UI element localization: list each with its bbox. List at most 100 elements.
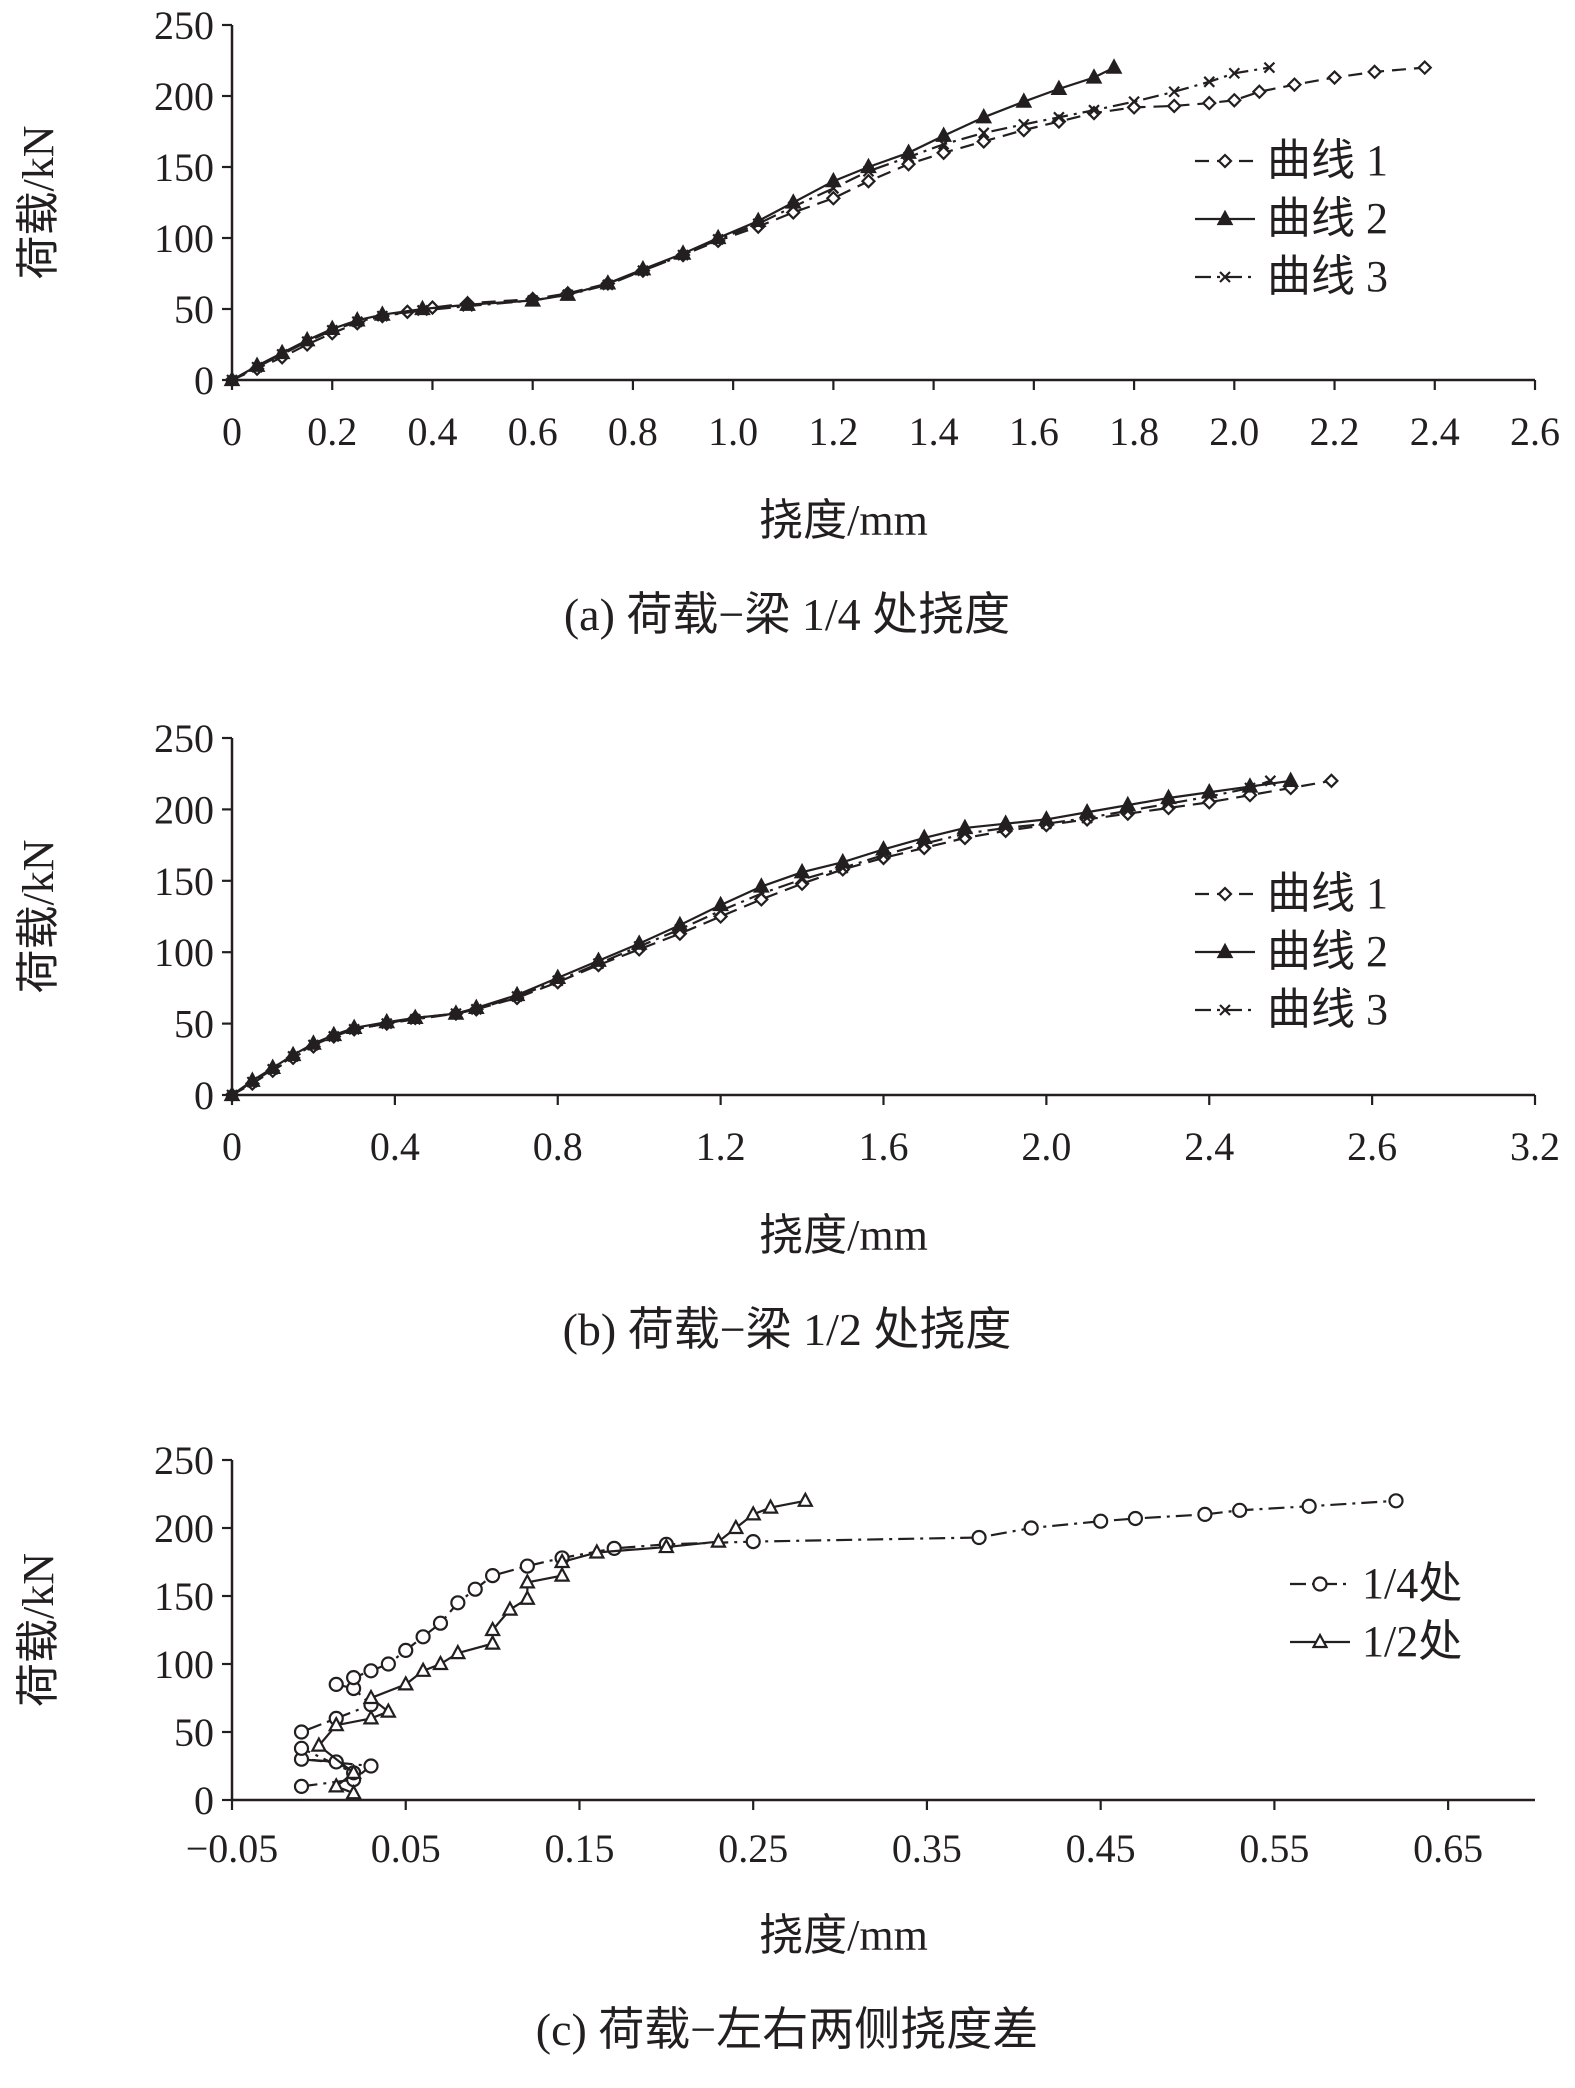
data-point [674,923,686,936]
data-point [409,1013,422,1026]
y-tick-label: 250 [154,1438,214,1483]
x-axis-title: 挠度/mm [759,1211,928,1260]
data-point [916,840,932,856]
data-point [918,837,930,850]
data-point [827,182,840,195]
legend-marker [1216,209,1234,226]
data-point [519,1558,535,1574]
y-tick-label: 0 [194,1778,214,1823]
y-tick-label: 250 [154,716,214,761]
y-axis-title: 荷载/kN [14,1553,63,1707]
y-axis-title: 荷载/kN [14,840,63,994]
data-point [415,1629,431,1645]
y-tick-label: 100 [154,930,214,975]
data-point [588,1543,606,1559]
x-tick-label: 2.6 [1347,1124,1397,1169]
data-point [328,1676,344,1693]
data-point [1081,812,1093,824]
data-point [902,151,915,163]
data-point [553,1552,571,1569]
series-1 [224,60,1433,388]
series-3 [226,775,1277,1101]
data-point [380,1017,393,1030]
legend-entry: 曲线 3 [1195,252,1388,301]
data-point [1326,69,1343,86]
data-point [1417,60,1433,76]
legend-label: 曲线 2 [1267,194,1388,243]
x-tick-label: 0.35 [892,1826,962,1871]
series-2 [310,1491,814,1800]
data-point [1085,68,1103,84]
data-point [326,324,339,337]
series-1 [224,773,1339,1103]
data-point [345,1763,362,1779]
data-point [1088,104,1100,116]
data-point [470,1003,483,1016]
data-point [1282,771,1300,787]
data-point [1160,800,1177,816]
y-tick-label: 150 [154,145,214,190]
chart-panel-1: 0 50 100 150 200 250 0 0.2 0.4 0.6 0.8 1.0 1.2 1.4 1.6… [14,3,1560,640]
data-point [937,138,950,151]
legend-marker [1312,1576,1328,1592]
series-line [300,1499,1397,1788]
data-point [307,1039,320,1051]
data-point [519,1589,536,1605]
data-point [553,1566,571,1582]
data-point [977,127,990,139]
data-point [501,1600,519,1616]
series-line [317,1499,806,1795]
legend-entry: 曲线 1 [1195,136,1388,185]
x-tick-label: 0.05 [371,1826,441,1871]
data-point [450,1007,462,1020]
data-point [519,1573,536,1589]
legend-marker [1216,942,1234,959]
data-point [485,1567,501,1584]
data-point [999,822,1012,834]
data-point [414,1661,432,1677]
data-point [825,190,841,206]
data-point [1203,790,1216,803]
data-point [551,974,564,987]
data-point [752,218,764,230]
data-point [1232,1502,1248,1518]
series-2 [223,771,1300,1102]
data-point [363,1758,379,1774]
data-point [971,1529,987,1546]
x-tick-label: 1.0 [708,409,758,454]
data-point [714,905,727,917]
chart-panel-2: 0 50 100 150 200 250 0 0.4 0.8 1.2 1.6 2.0 2.4 2.6 3.2… [14,716,1560,1355]
data-point [744,1505,762,1521]
data-point [251,361,263,373]
data-point [1051,114,1067,130]
x-tick-label: 2.2 [1310,409,1360,454]
x-tick-label: 0.15 [544,1826,614,1871]
data-point [301,335,313,348]
x-tick-label: 0.2 [307,409,357,454]
data-point [1251,84,1267,100]
data-point [348,1023,360,1036]
x-tick-label: 1.6 [859,1124,909,1169]
x-tick-label: 2.4 [1184,1124,1234,1169]
series-1 [293,1493,1404,1795]
y-tick-label: 200 [154,787,214,832]
x-tick-label: −0.05 [186,1826,279,1871]
data-point [380,1656,396,1672]
data-point [226,1089,238,1101]
data-point [461,300,474,312]
data-point [745,1533,761,1550]
data-point [860,173,877,189]
y-tick-label: 200 [154,1506,214,1551]
series-line [231,66,1270,381]
x-tick-label: 0.8 [533,1124,583,1169]
data-point [976,133,992,149]
data-point [345,1783,362,1800]
x-tick-label: 0.55 [1239,1826,1309,1871]
data-point [602,279,614,291]
data-point [1018,118,1030,131]
y-tick-label: 50 [174,1002,214,1047]
x-tick-label: 0.8 [608,409,658,454]
data-point [837,862,849,874]
legend-label: 曲线 3 [1267,985,1388,1034]
y-tick-label: 200 [154,74,214,119]
